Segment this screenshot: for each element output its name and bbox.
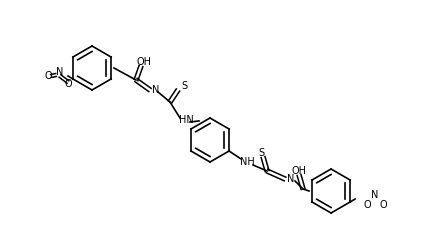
- Text: O: O: [363, 200, 371, 210]
- Text: OH: OH: [137, 57, 151, 67]
- Text: N: N: [56, 67, 64, 77]
- Text: N: N: [287, 174, 295, 184]
- Text: N: N: [372, 190, 379, 200]
- Text: NH: NH: [240, 157, 254, 167]
- Text: O: O: [44, 71, 52, 81]
- Text: N: N: [152, 85, 160, 95]
- Text: O: O: [379, 200, 387, 210]
- Text: OH: OH: [292, 166, 306, 176]
- Text: S: S: [181, 81, 187, 91]
- Text: HN: HN: [179, 115, 194, 125]
- Text: O: O: [64, 79, 72, 89]
- Text: S: S: [258, 148, 264, 158]
